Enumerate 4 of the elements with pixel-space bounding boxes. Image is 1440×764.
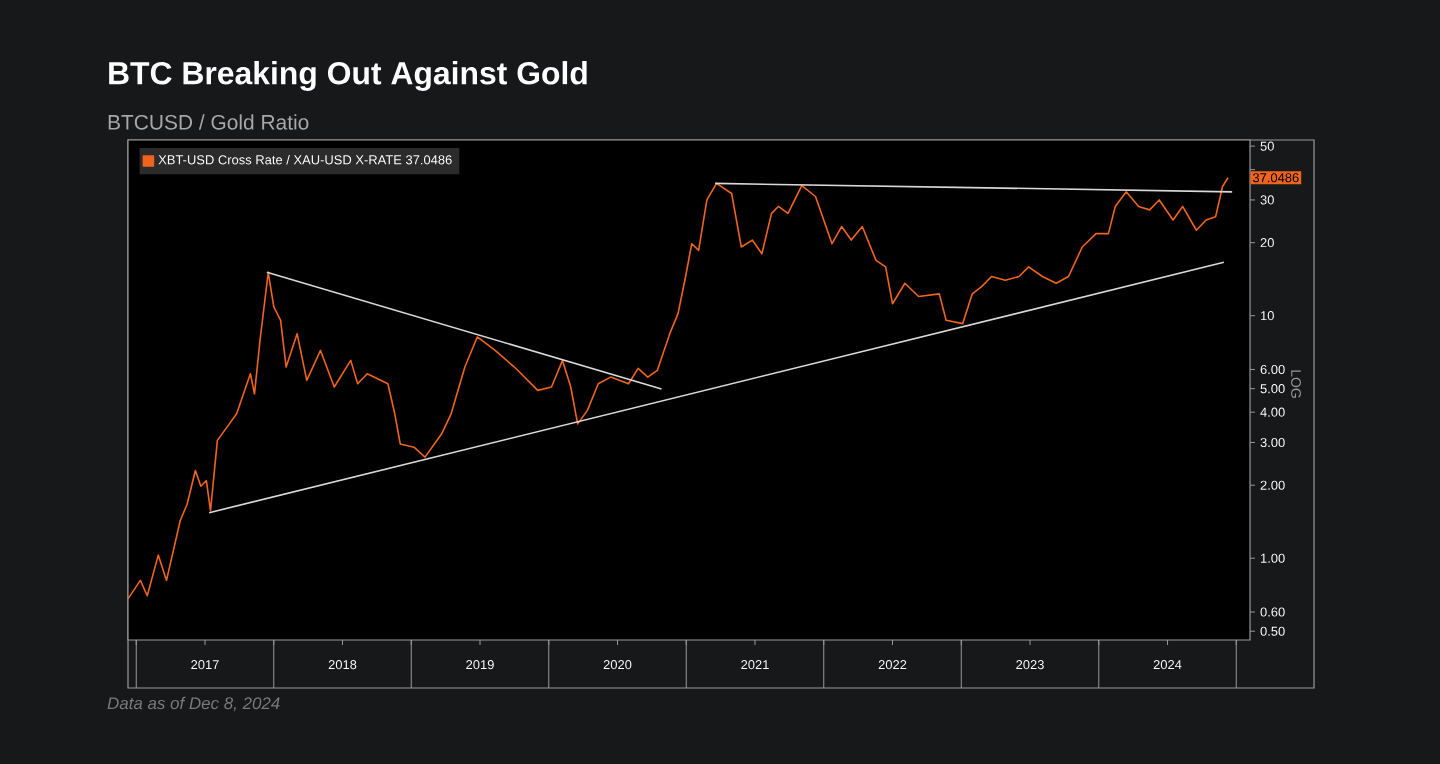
text: Data as of Dec 8, 2024 (107, 696, 280, 712)
line-series (127, 176, 1229, 600)
chart-title: BTC Breaking Out Against Gold (109, 61, 587, 91)
chart-subtitle: BTCUSD / Gold Ratio (108, 114, 309, 130)
